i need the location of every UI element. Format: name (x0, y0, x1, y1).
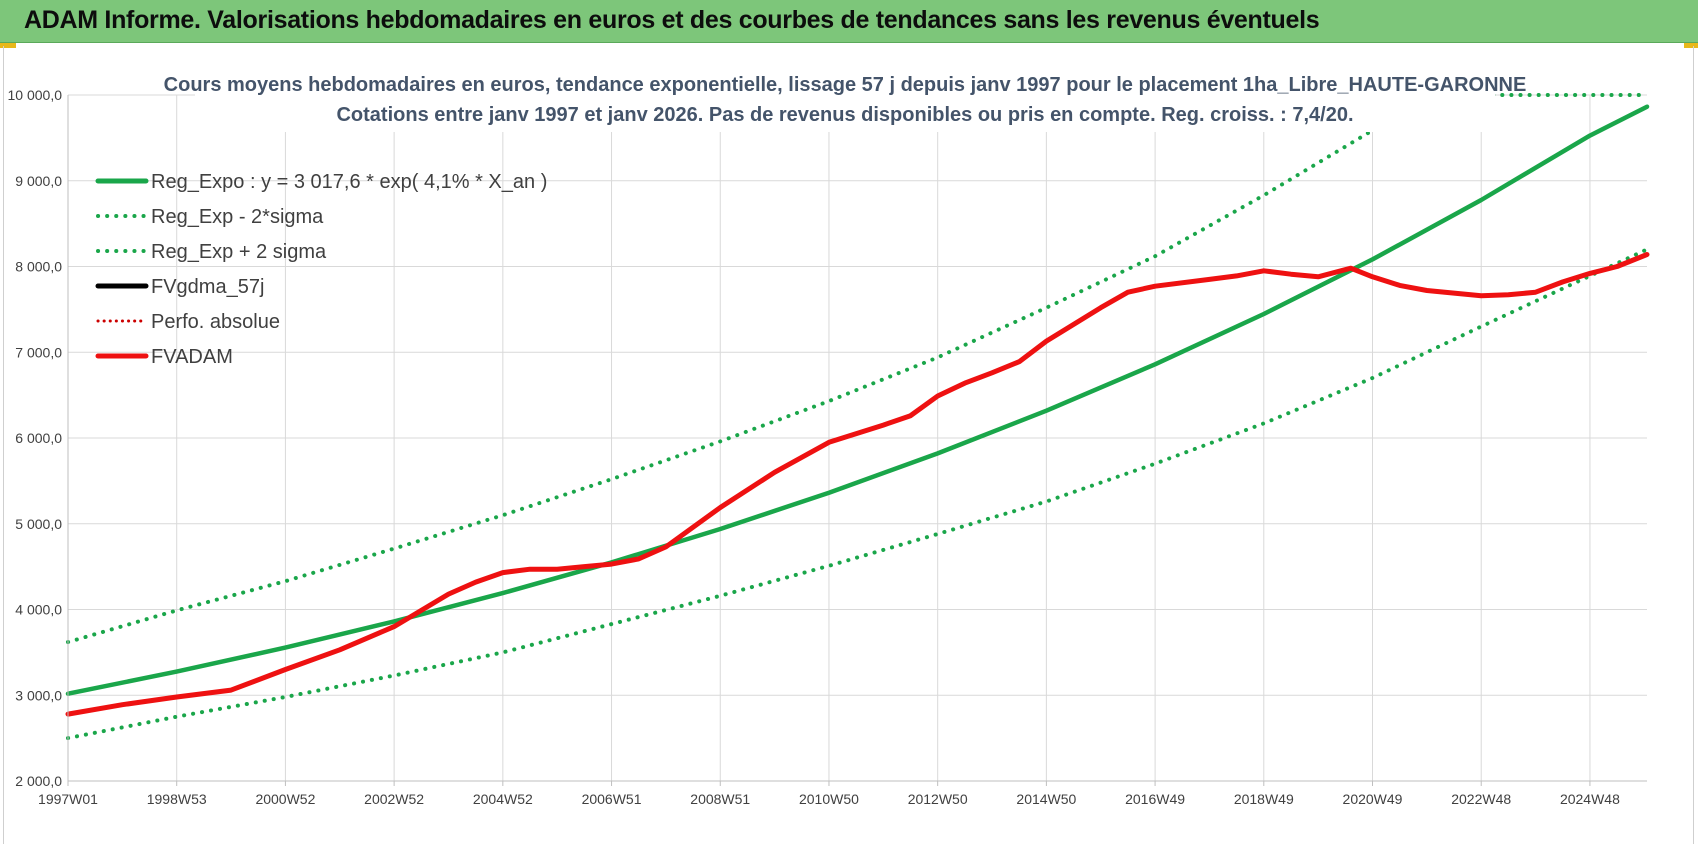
y-tick-label: 4 000,0 (15, 602, 62, 618)
y-tick-label: 9 000,0 (15, 173, 62, 189)
title-background (195, 68, 1495, 132)
legend-label: Reg_Exp - 2*sigma (151, 206, 324, 228)
y-tick-label: 10 000,0 (8, 87, 63, 103)
legend-label: Reg_Exp + 2 sigma (151, 241, 327, 263)
y-tick-label: 7 000,0 (15, 344, 62, 360)
legend-label: FVgdma_57j (151, 276, 264, 298)
x-tick-label: 2000W52 (255, 791, 315, 807)
legend-label: FVADAM (151, 346, 233, 368)
x-tick-label: 2016W49 (1125, 791, 1185, 807)
x-tick-label: 2024W48 (1560, 791, 1620, 807)
corner-marker-left (0, 43, 16, 48)
series-line-reg-expo-y-3-017-6-exp-4 (65, 104, 1650, 696)
header-bar: ADAM Informe. Valorisations hebdomadaire… (0, 0, 1698, 43)
x-tick-label: 2018W49 (1234, 791, 1294, 807)
x-tick-label: 2010W50 (799, 791, 859, 807)
x-tick-label: 1997W01 (38, 791, 98, 807)
x-tick-label: 2022W48 (1451, 791, 1511, 807)
y-tick-label: 3 000,0 (15, 687, 62, 703)
chart-subtitle: Cotations entre janv 1997 et janv 2026. … (336, 104, 1353, 126)
y-tick-label: 6 000,0 (15, 430, 62, 446)
legend-label: Perfo. absolue (151, 311, 280, 333)
corner-marker-right (1684, 43, 1698, 48)
x-tick-label: 2002W52 (364, 791, 424, 807)
y-tick-label: 5 000,0 (15, 516, 62, 532)
chart-frame (3, 46, 1694, 844)
grid-layer (67, 94, 1647, 782)
x-tick-label: 2012W50 (908, 791, 968, 807)
x-tick-label: 1998W53 (147, 791, 207, 807)
series-line-fvadam (65, 252, 1650, 717)
x-tick-label: 2014W50 (1016, 791, 1076, 807)
series-line-reg-exp-2-sigma (66, 247, 1649, 741)
x-tick-label: 2004W52 (473, 791, 533, 807)
x-tick-label: 2006W51 (582, 791, 642, 807)
legend-label: Reg_Expo : y = 3 017,6 * exp( 4,1% * X_a… (151, 171, 547, 193)
x-tick-label: 2008W51 (690, 791, 750, 807)
title-layer: Cours moyens hebdomadaires en euros, ten… (164, 68, 1527, 132)
axis-layer: 2 000,0 3 000,0 4 000,0 5 000,0 6 000,0 7 000… (8, 87, 1647, 807)
chart-legend: Reg_Expo : y = 3 017,6 * exp( 4,1% * X_a… (95, 171, 547, 368)
y-tick-label: 2 000,0 (15, 773, 62, 789)
y-tick-label: 8 000,0 (15, 259, 62, 275)
x-tick-label: 2020W49 (1343, 791, 1403, 807)
page-title: ADAM Informe. Valorisations hebdomadaire… (24, 6, 1320, 34)
chart-title: Cours moyens hebdomadaires en euros, ten… (164, 74, 1527, 96)
